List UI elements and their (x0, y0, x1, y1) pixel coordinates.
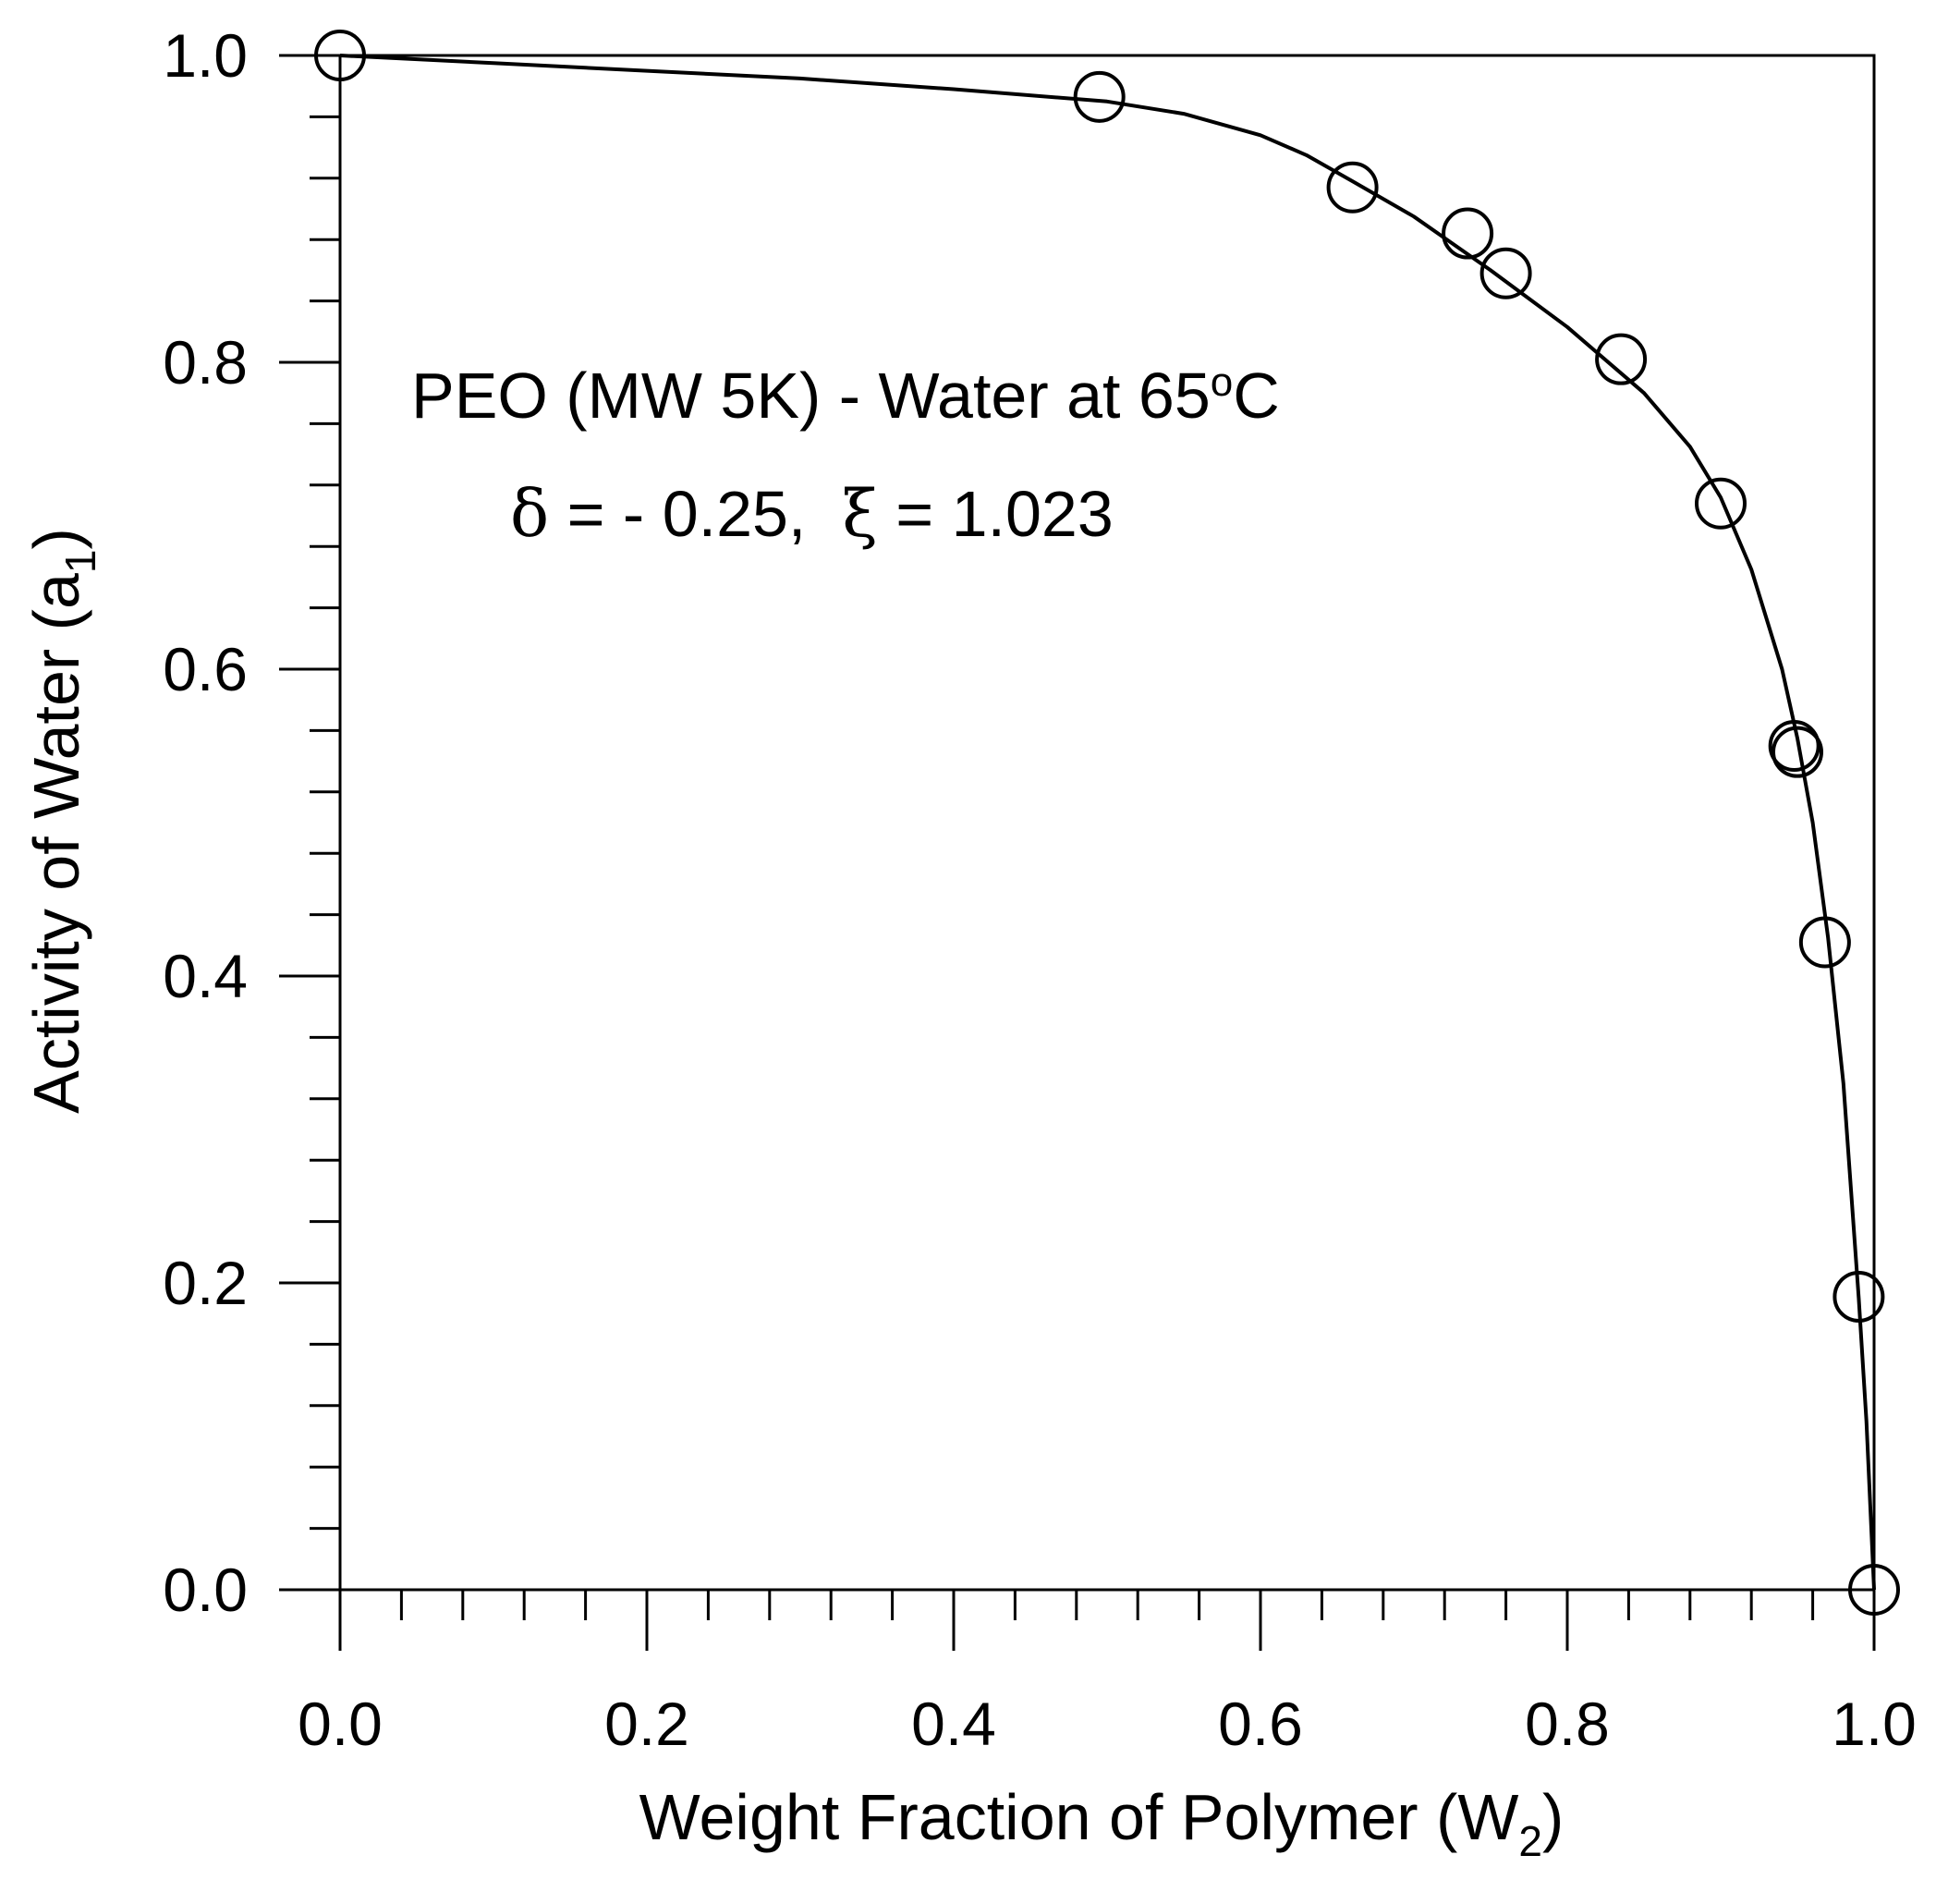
data-point (1442, 207, 1494, 260)
y-axis-title-end: ) (20, 528, 92, 549)
annotation-xi-value: = 1.023 (878, 478, 1114, 550)
y-tick-label: 0.4 (163, 942, 248, 1010)
data-point (1768, 720, 1820, 772)
annotation-xi: ξ (842, 476, 878, 552)
data-point (1848, 1564, 1900, 1616)
y-tick-label: 1.0 (163, 21, 248, 90)
annotation-delta-value: = - 0.25, (549, 478, 842, 550)
y-axis-title: Activity of Water (a1) (20, 528, 104, 1114)
data-point (1798, 916, 1851, 969)
data-point (1833, 1270, 1885, 1323)
x-axis-title: Weight Fraction of Polymer (W2) (639, 1781, 1565, 1865)
data-point (1695, 477, 1747, 530)
fit-line-layer (339, 54, 1876, 1591)
data-point (1595, 333, 1648, 385)
annotation-delta: δ (510, 476, 549, 552)
x-tick-labels: 0.0 0.2 0.4 0.6 0.8 1.0 (298, 1690, 1917, 1758)
annotation-title: PEO (MW 5K) - Water at 65oC (411, 360, 1280, 432)
data-point (1326, 161, 1379, 214)
plot-frame (338, 54, 1876, 1592)
x-tick-label: 0.8 (1525, 1690, 1610, 1758)
x-tick-label: 0.6 (1218, 1690, 1303, 1758)
y-tick-labels: 0.0 0.2 0.4 0.6 0.8 1.0 (163, 21, 248, 1624)
fit-line (339, 54, 1876, 1591)
y-axis-title-sub: 1 (56, 549, 104, 573)
y-axis-title-main: Activity of Water (a (20, 573, 92, 1114)
x-axis-title-main: Weight Fraction of Polymer (W (639, 1781, 1519, 1853)
x-tick-label: 1.0 (1832, 1690, 1917, 1758)
annotation-title-end: C (1233, 360, 1280, 432)
data-point (314, 30, 366, 81)
x-tick-label: 0.4 (911, 1690, 996, 1758)
data-point (1073, 70, 1126, 123)
annotation-title-degree: o (1211, 360, 1233, 405)
x-axis-title-sub: 2 (1518, 1817, 1542, 1865)
y-tick-label: 0.6 (163, 635, 248, 703)
x-tick-label: 0.2 (604, 1690, 689, 1758)
data-points (314, 30, 1900, 1616)
data-point (1479, 247, 1532, 299)
y-tick-label: 0.2 (163, 1249, 248, 1317)
data-point (1772, 726, 1823, 778)
x-axis-title-end: ) (1542, 1781, 1564, 1853)
axes (338, 54, 1876, 1592)
annotation-title-main: PEO (MW 5K) - Water at 65 (411, 360, 1211, 432)
annotation-params: δ = - 0.25, ξ = 1.023 (510, 476, 1114, 552)
ticks (279, 54, 1876, 1651)
y-tick-label: 0.0 (163, 1556, 248, 1624)
x-tick-label: 0.0 (298, 1690, 383, 1758)
y-tick-label: 0.8 (163, 328, 248, 397)
